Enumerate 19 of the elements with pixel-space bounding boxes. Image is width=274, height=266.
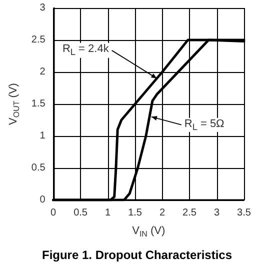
x-tick-label: 3.5 — [237, 208, 252, 218]
text: Figure 1. Dropout Characteristics — [42, 248, 232, 262]
x-tick-label: 0 — [50, 208, 57, 218]
y-tick-label: 3 — [40, 2, 46, 14]
y-tick-label: 0 — [40, 194, 46, 206]
y-tick-label: 2 — [40, 66, 46, 78]
x-tick-label: 1 — [105, 208, 112, 218]
y-axis-title: VOUT (V) — [8, 83, 21, 125]
x-tick-label: 2.5 — [182, 208, 197, 218]
y-tick-label: 2.5 — [31, 34, 46, 46]
y-tick-label: 0.5 — [31, 162, 46, 174]
annotation: R$_{L}$ = 5Ω — [182, 118, 226, 132]
x-tick-label: 1.5 — [128, 208, 142, 218]
y-tick-label: 1 — [40, 130, 46, 142]
x-tick-label: 3 — [214, 208, 220, 218]
x-tick-label: 0.5 — [74, 208, 88, 218]
x-tick-label: 2 — [159, 208, 166, 218]
y-tick-label: 1.5 — [31, 98, 46, 110]
annotation: R$_{L}$ = 2.4k — [60, 43, 111, 58]
